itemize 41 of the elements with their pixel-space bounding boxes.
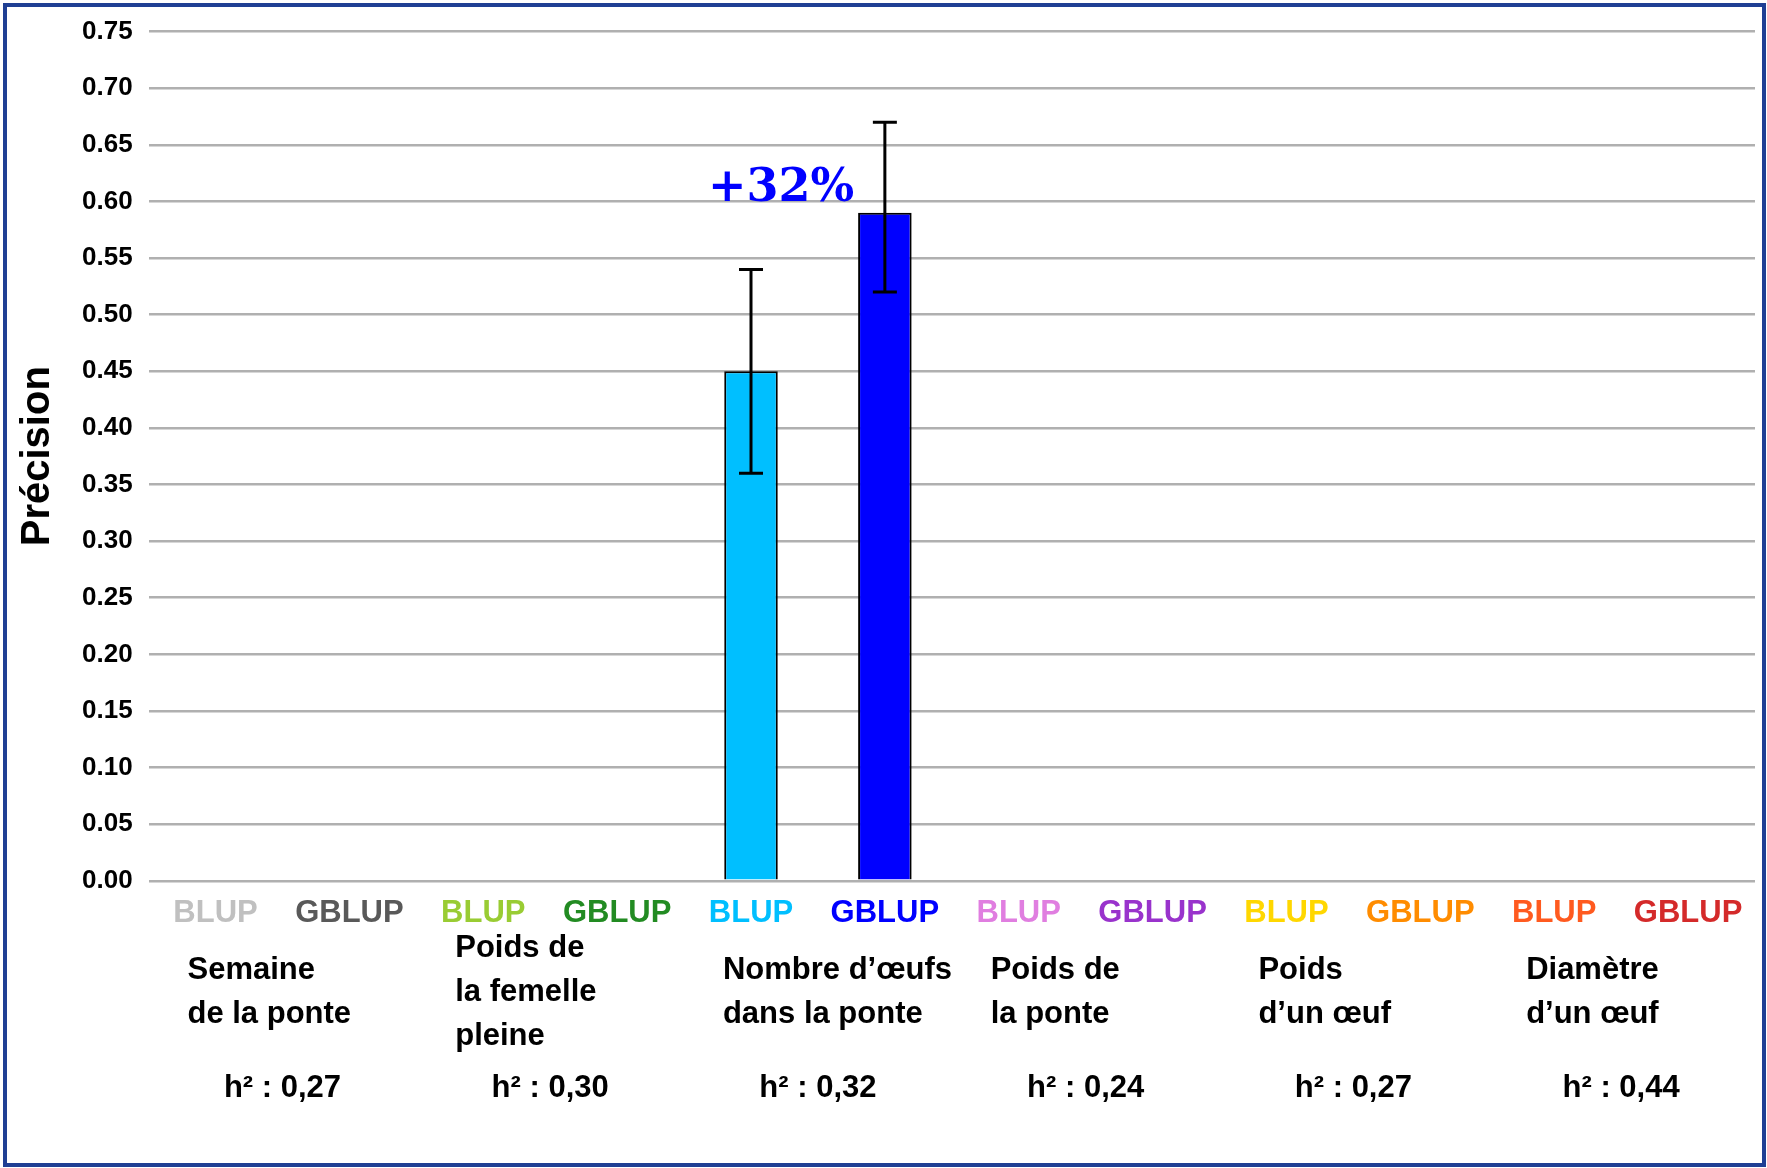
y-tick-label: 0.45 bbox=[81, 354, 133, 385]
text: Poids de la ponte bbox=[990, 951, 1120, 1031]
text: Poids d’un œuf bbox=[1258, 951, 1392, 1031]
y-axis-title: Précision bbox=[13, 366, 58, 547]
y-tick-label: 0.25 bbox=[81, 580, 133, 611]
annotation: +32% bbox=[707, 158, 855, 213]
text: Diamètre d’un œuf bbox=[1526, 951, 1660, 1031]
y-tick-label: 0.40 bbox=[81, 411, 133, 442]
y-tick-label: 0.75 bbox=[81, 14, 133, 45]
y-tick-label: 0.60 bbox=[81, 184, 133, 215]
y-tick-label: 0.05 bbox=[81, 807, 133, 838]
x-tick-label: BLUP bbox=[173, 893, 258, 929]
y-tick-label: 0.15 bbox=[81, 694, 133, 725]
text: h² : 0,24 bbox=[1027, 1069, 1145, 1105]
x-tick-label: GBLUP bbox=[830, 893, 940, 929]
x-tick-label: GBLUP bbox=[1633, 893, 1743, 929]
text: h² : 0,44 bbox=[1562, 1069, 1681, 1105]
x-tick-label: BLUP bbox=[976, 893, 1061, 929]
x-tick-label: GBLUP bbox=[295, 893, 404, 929]
text: Semaine de la ponte bbox=[187, 951, 352, 1031]
x-tick-label: BLUP bbox=[1244, 893, 1329, 929]
y-tick-label: 0.35 bbox=[81, 467, 133, 498]
y-tick-label: 0.50 bbox=[81, 297, 133, 328]
x-tick-label: GBLUP bbox=[1098, 893, 1207, 929]
text: h² : 0,27 bbox=[1294, 1069, 1412, 1105]
text: h² : 0,32 bbox=[759, 1069, 877, 1105]
y-tick-label: 0.30 bbox=[81, 524, 133, 555]
text: h² : 0,30 bbox=[491, 1069, 609, 1105]
x-tick-label: BLUP bbox=[708, 893, 794, 929]
x-tick-label: GBLUP bbox=[1366, 893, 1475, 929]
y-tick-label: 0.10 bbox=[81, 750, 133, 781]
x-tick-label: GBLUP bbox=[562, 893, 672, 929]
x-tick-label: BLUP bbox=[441, 893, 526, 929]
y-tick-label: 0.00 bbox=[81, 863, 133, 894]
text: h² : 0,27 bbox=[223, 1069, 342, 1105]
y-tick-label: 0.70 bbox=[81, 71, 133, 102]
text: Nombre d’œufs dans la ponte bbox=[722, 951, 952, 1031]
y-tick-label: 0.20 bbox=[81, 637, 133, 668]
x-tick-label: BLUP bbox=[1512, 893, 1597, 929]
y-tick-label: 0.55 bbox=[81, 241, 133, 272]
y-tick-label: 0.65 bbox=[81, 128, 133, 158]
